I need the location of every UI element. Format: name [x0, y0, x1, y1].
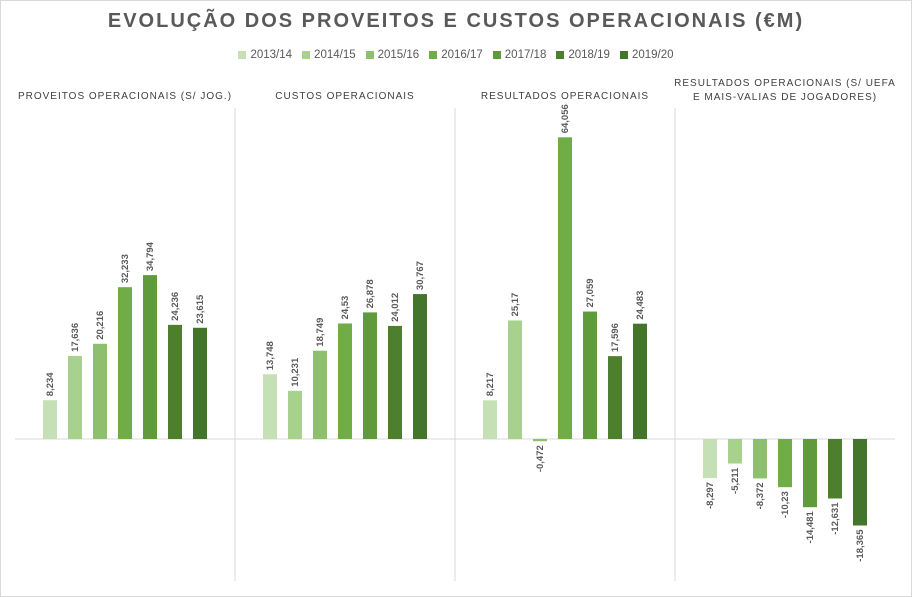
panel-title: PROVEITOS OPERACIONAIS (S/ JOG.): [18, 91, 232, 102]
panel-title: CUSTOS OPERACIONAIS: [275, 91, 414, 102]
data-label: 10,231: [290, 357, 301, 387]
data-label: 32,233: [120, 254, 131, 283]
legend-label: 2016/17: [441, 49, 483, 61]
legend-swatch: [429, 51, 438, 59]
bar: [633, 323, 647, 439]
legend-item: 2018/19: [556, 49, 610, 61]
legend-item: 2019/20: [619, 49, 674, 61]
data-label: 20,216: [95, 311, 106, 340]
data-label: 27,059: [585, 278, 596, 307]
data-label: -5,211: [730, 467, 741, 494]
bar: [533, 439, 547, 442]
data-label: 24,236: [170, 292, 181, 321]
data-label: -10,23: [780, 491, 791, 518]
legend-swatch: [238, 51, 247, 59]
legend-swatch: [619, 51, 628, 59]
bar: [168, 324, 182, 439]
data-label: 24,012: [390, 293, 401, 322]
legend-item: 2013/14: [238, 49, 292, 61]
bar: [753, 439, 767, 479]
legend: 2013/14 2014/15 2015/16 2016/17 2017/18 2018/…: [0, 49, 912, 61]
bar: [728, 439, 742, 464]
panel-title: RESULTADOS OPERACIONAIS: [481, 91, 649, 102]
bar: [703, 439, 717, 479]
bar: [338, 323, 352, 439]
bar: [508, 320, 522, 439]
data-label: 24,483: [635, 291, 646, 320]
legend-item: 2017/18: [492, 49, 547, 61]
legend-label: 2017/18: [504, 49, 547, 61]
bar: [313, 350, 327, 439]
bar: [143, 275, 157, 439]
bar: [68, 355, 82, 439]
data-label: 26,878: [365, 279, 376, 308]
bar: [853, 439, 867, 526]
data-label: 64,056: [560, 104, 571, 133]
bar: [118, 287, 132, 439]
data-label: 17,636: [70, 323, 81, 352]
panel-title: E MAIS-VALIAS DE JOGADORES): [693, 92, 877, 103]
bar: [778, 439, 792, 488]
bar: [193, 327, 207, 439]
bar: [363, 312, 377, 439]
data-label: -0,472: [535, 445, 546, 472]
bar: [608, 356, 622, 439]
legend-item: 2015/16: [365, 49, 420, 61]
data-label: -14,481: [805, 511, 816, 544]
legend-swatch: [556, 51, 565, 59]
data-label: 18,749: [315, 318, 326, 347]
panel-title: RESULTADOS OPERACIONAIS (S/ UEFA: [674, 78, 896, 89]
bar: [288, 390, 302, 439]
bar: [583, 311, 597, 439]
legend-label: 2014/15: [314, 49, 356, 61]
legend-label: 2018/19: [568, 49, 610, 61]
legend-label: 2019/20: [631, 49, 674, 61]
legend-swatch: [365, 51, 374, 59]
bar: [388, 325, 402, 439]
bar: [43, 400, 57, 439]
data-label: 24,53: [340, 296, 351, 320]
chart-title: EVOLUÇÃO DOS PROVEITOS E CUSTOS OPERACIO…: [107, 10, 805, 32]
bar: [93, 343, 107, 439]
legend-label: 2015/16: [377, 49, 420, 61]
data-label: 8,234: [45, 372, 56, 396]
data-label: 30,767: [415, 261, 426, 290]
bar: [803, 439, 817, 508]
data-label: -8,372: [755, 482, 766, 509]
data-label: 17,596: [610, 323, 621, 352]
bar: [263, 374, 277, 439]
data-label: -18,365: [855, 529, 866, 562]
data-label: 23,615: [195, 294, 206, 324]
legend-item: 2016/17: [429, 49, 483, 61]
legend-swatch: [492, 51, 501, 59]
data-label: 8,217: [485, 373, 496, 397]
data-label: -8,297: [705, 482, 716, 509]
legend-item: 2014/15: [302, 49, 356, 61]
legend-label: 2013/14: [250, 49, 293, 61]
legend-swatch: [302, 51, 311, 59]
bar: [413, 294, 427, 439]
data-label: 34,794: [145, 241, 156, 271]
data-label: -12,631: [830, 502, 841, 535]
data-label: 13,748: [265, 341, 276, 370]
bar: [558, 137, 572, 439]
data-label: 25,17: [510, 293, 521, 317]
bar: [483, 400, 497, 439]
bar: [828, 439, 842, 499]
